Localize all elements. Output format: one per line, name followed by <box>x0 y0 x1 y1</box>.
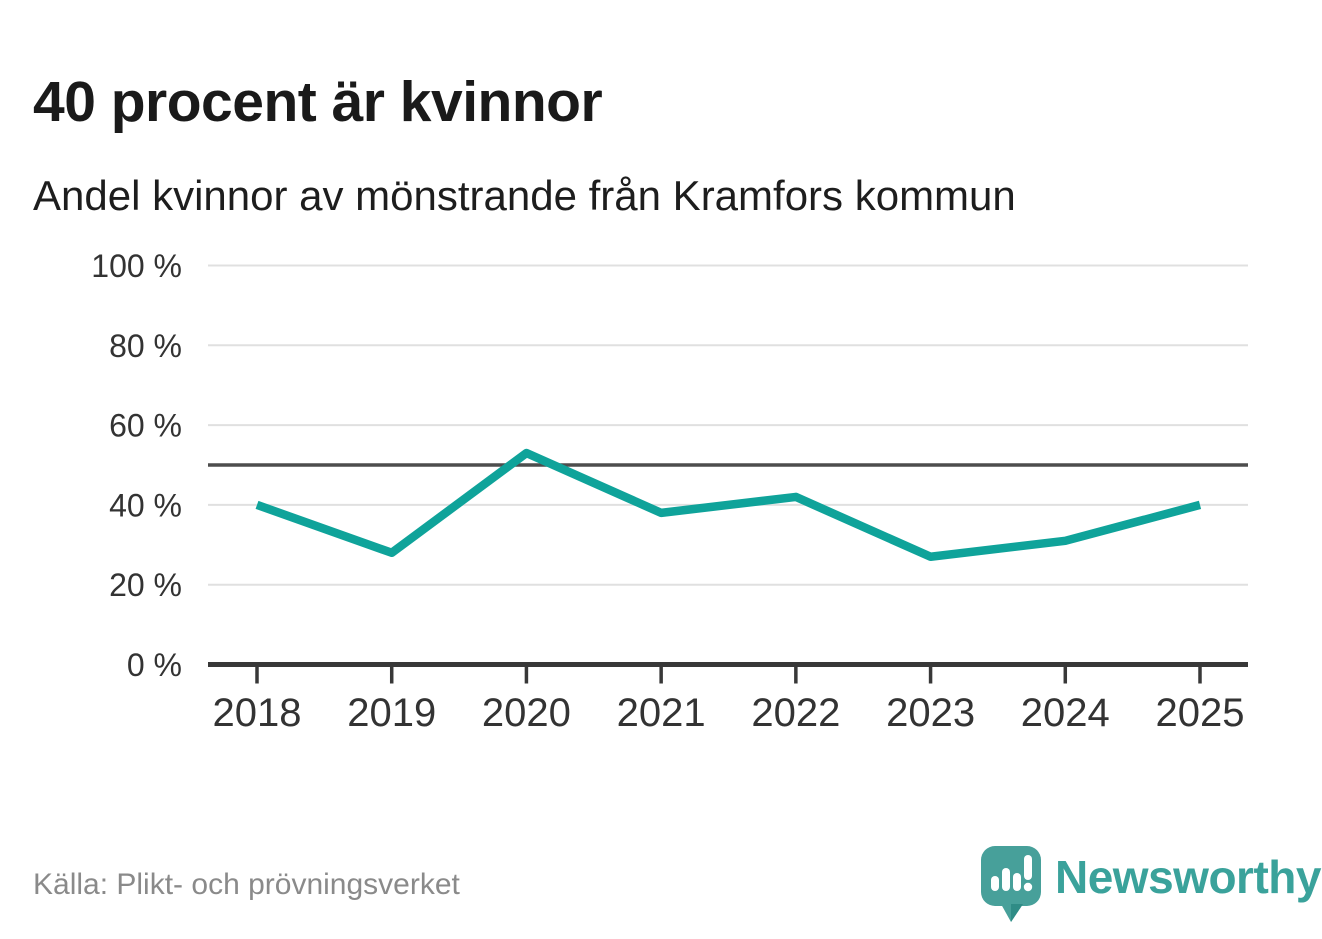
source-text: Källa: Plikt- och prövningsverket <box>33 868 460 901</box>
y-tick-label-40: 40 % <box>109 487 182 523</box>
y-tick-label-20: 20 % <box>109 567 182 603</box>
x-tick-label-2025: 2025 <box>1156 691 1245 735</box>
newsworthy-logo: Newsworthy <box>980 845 1321 923</box>
x-tick-label-2023: 2023 <box>886 691 975 735</box>
chart-subtitle: Andel kvinnor av mönstrande från Kramfor… <box>33 172 1016 219</box>
x-tick-label-2022: 2022 <box>751 691 840 735</box>
line-chart: 0 % 20 % 40 % 60 % 80 % 100 % 2018 2019 2020 2021… <box>91 248 1248 735</box>
y-tick-label-0: 0 % <box>127 647 182 683</box>
y-tick-label-80: 80 % <box>109 328 182 364</box>
chart-title: 40 procent är kvinnor <box>33 70 603 135</box>
x-tick-label-2024: 2024 <box>1021 691 1110 735</box>
newsworthy-logo-icon <box>981 846 1041 922</box>
x-tick-label-2021: 2021 <box>617 691 706 735</box>
y-tick-label-100: 100 % <box>91 248 182 284</box>
bar-chart-exclamation-glyph <box>991 855 1033 892</box>
x-tick-label-2018: 2018 <box>213 691 302 735</box>
y-tick-label-60: 60 % <box>109 408 182 444</box>
speech-bubble-tail-shade <box>1011 904 1023 922</box>
data-line-andel-kvinnor <box>255 448 1202 562</box>
x-tick-label-2019: 2019 <box>347 691 436 735</box>
x-tick-label-2020: 2020 <box>482 691 571 735</box>
newsworthy-wordmark: Newsworthy <box>1055 851 1321 903</box>
